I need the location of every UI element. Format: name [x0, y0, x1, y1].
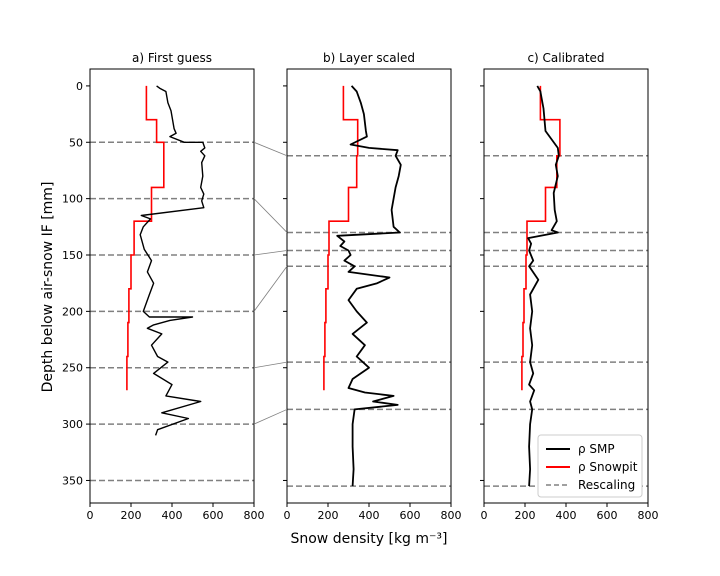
y-tick-label: 300 [62, 418, 83, 431]
snowpit-series-line [323, 85, 359, 391]
x-tick-label: 800 [638, 509, 659, 522]
legend-smp-label: ρ SMP [578, 442, 615, 456]
y-tick-label: 200 [62, 305, 83, 318]
x-tick-label: 400 [556, 509, 577, 522]
panels-layer: a) First guess 0 200 400 600 800 0 50 100 150 200 2… [62, 51, 659, 522]
rescaling-connector [253, 141, 288, 157]
x-tick-label: 0 [87, 509, 94, 522]
y-tick-label: 50 [69, 136, 83, 149]
snowpit-series-line [521, 85, 561, 391]
x-tick-label: 600 [203, 509, 224, 522]
panel-1: a) First guess 0 200 400 600 800 0 50 100 150 200 2… [62, 51, 265, 522]
y-tick-label: 350 [62, 474, 83, 487]
x-tick-label: 200 [515, 509, 536, 522]
legend-box [537, 434, 643, 498]
rescaling-connector [253, 409, 288, 425]
x-tick-label: 400 [162, 509, 183, 522]
panel-title: a) First guess [132, 51, 212, 65]
x-tick-label: 400 [359, 509, 380, 522]
snowpit-series-line [126, 85, 165, 391]
smp-series-line [527, 85, 560, 487]
x-tick-label: 800 [244, 509, 265, 522]
x-tick-label: 200 [121, 509, 142, 522]
panel-3: c) Calibrated 0 200 400 600 800 [480, 51, 659, 522]
x-tick-label: 600 [597, 509, 618, 522]
legend-rescaling-label: Rescaling [578, 478, 635, 492]
smp-series-line [336, 85, 402, 487]
legend-snowpit-label: ρ Snowpit [578, 460, 638, 474]
rescaling-connector [253, 250, 288, 256]
x-tick-label: 800 [441, 509, 462, 522]
y-axis-label: Depth below air-snow IF [mm] [40, 182, 56, 393]
panel-title: c) Calibrated [527, 51, 604, 65]
rescaling-connector [253, 266, 288, 312]
x-tick-label: 0 [481, 509, 488, 522]
rescaling-connectors [253, 141, 288, 425]
y-tick-label: 0 [76, 80, 83, 93]
smp-series-line [139, 85, 206, 436]
rescaling-connector [253, 361, 288, 369]
y-tick-label: 250 [62, 362, 83, 375]
panel-2: b) Layer scaled 0 200 400 600 800 [283, 51, 462, 522]
x-tick-label: 200 [318, 509, 339, 522]
panel-title: b) Layer scaled [323, 51, 415, 65]
y-tick-label: 150 [62, 249, 83, 262]
x-tick-label: 600 [400, 509, 421, 522]
y-tick-label: 100 [62, 193, 83, 206]
x-axis-label: Snow density [kg m⁻³] [290, 531, 447, 547]
rescaling-connector [253, 198, 288, 233]
axes-frame [89, 68, 255, 504]
x-tick-label: 0 [284, 509, 291, 522]
legend: ρ SMP ρ Snowpit Rescaling [537, 434, 643, 498]
